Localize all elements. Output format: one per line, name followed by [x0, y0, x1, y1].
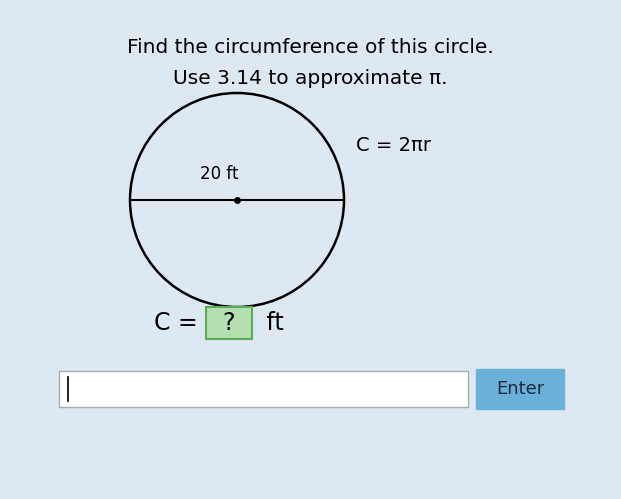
Text: Enter: Enter — [496, 380, 544, 398]
Text: C =: C = — [154, 311, 205, 335]
Text: ft: ft — [259, 311, 284, 335]
Text: ?: ? — [223, 311, 235, 335]
FancyBboxPatch shape — [206, 307, 252, 339]
FancyBboxPatch shape — [476, 369, 564, 409]
Text: C = 2πr: C = 2πr — [356, 136, 432, 155]
FancyBboxPatch shape — [59, 371, 468, 407]
Text: 20 ft: 20 ft — [200, 165, 238, 183]
Text: Find the circumference of this circle.: Find the circumference of this circle. — [127, 37, 493, 56]
Text: Use 3.14 to approximate π.: Use 3.14 to approximate π. — [173, 68, 447, 87]
